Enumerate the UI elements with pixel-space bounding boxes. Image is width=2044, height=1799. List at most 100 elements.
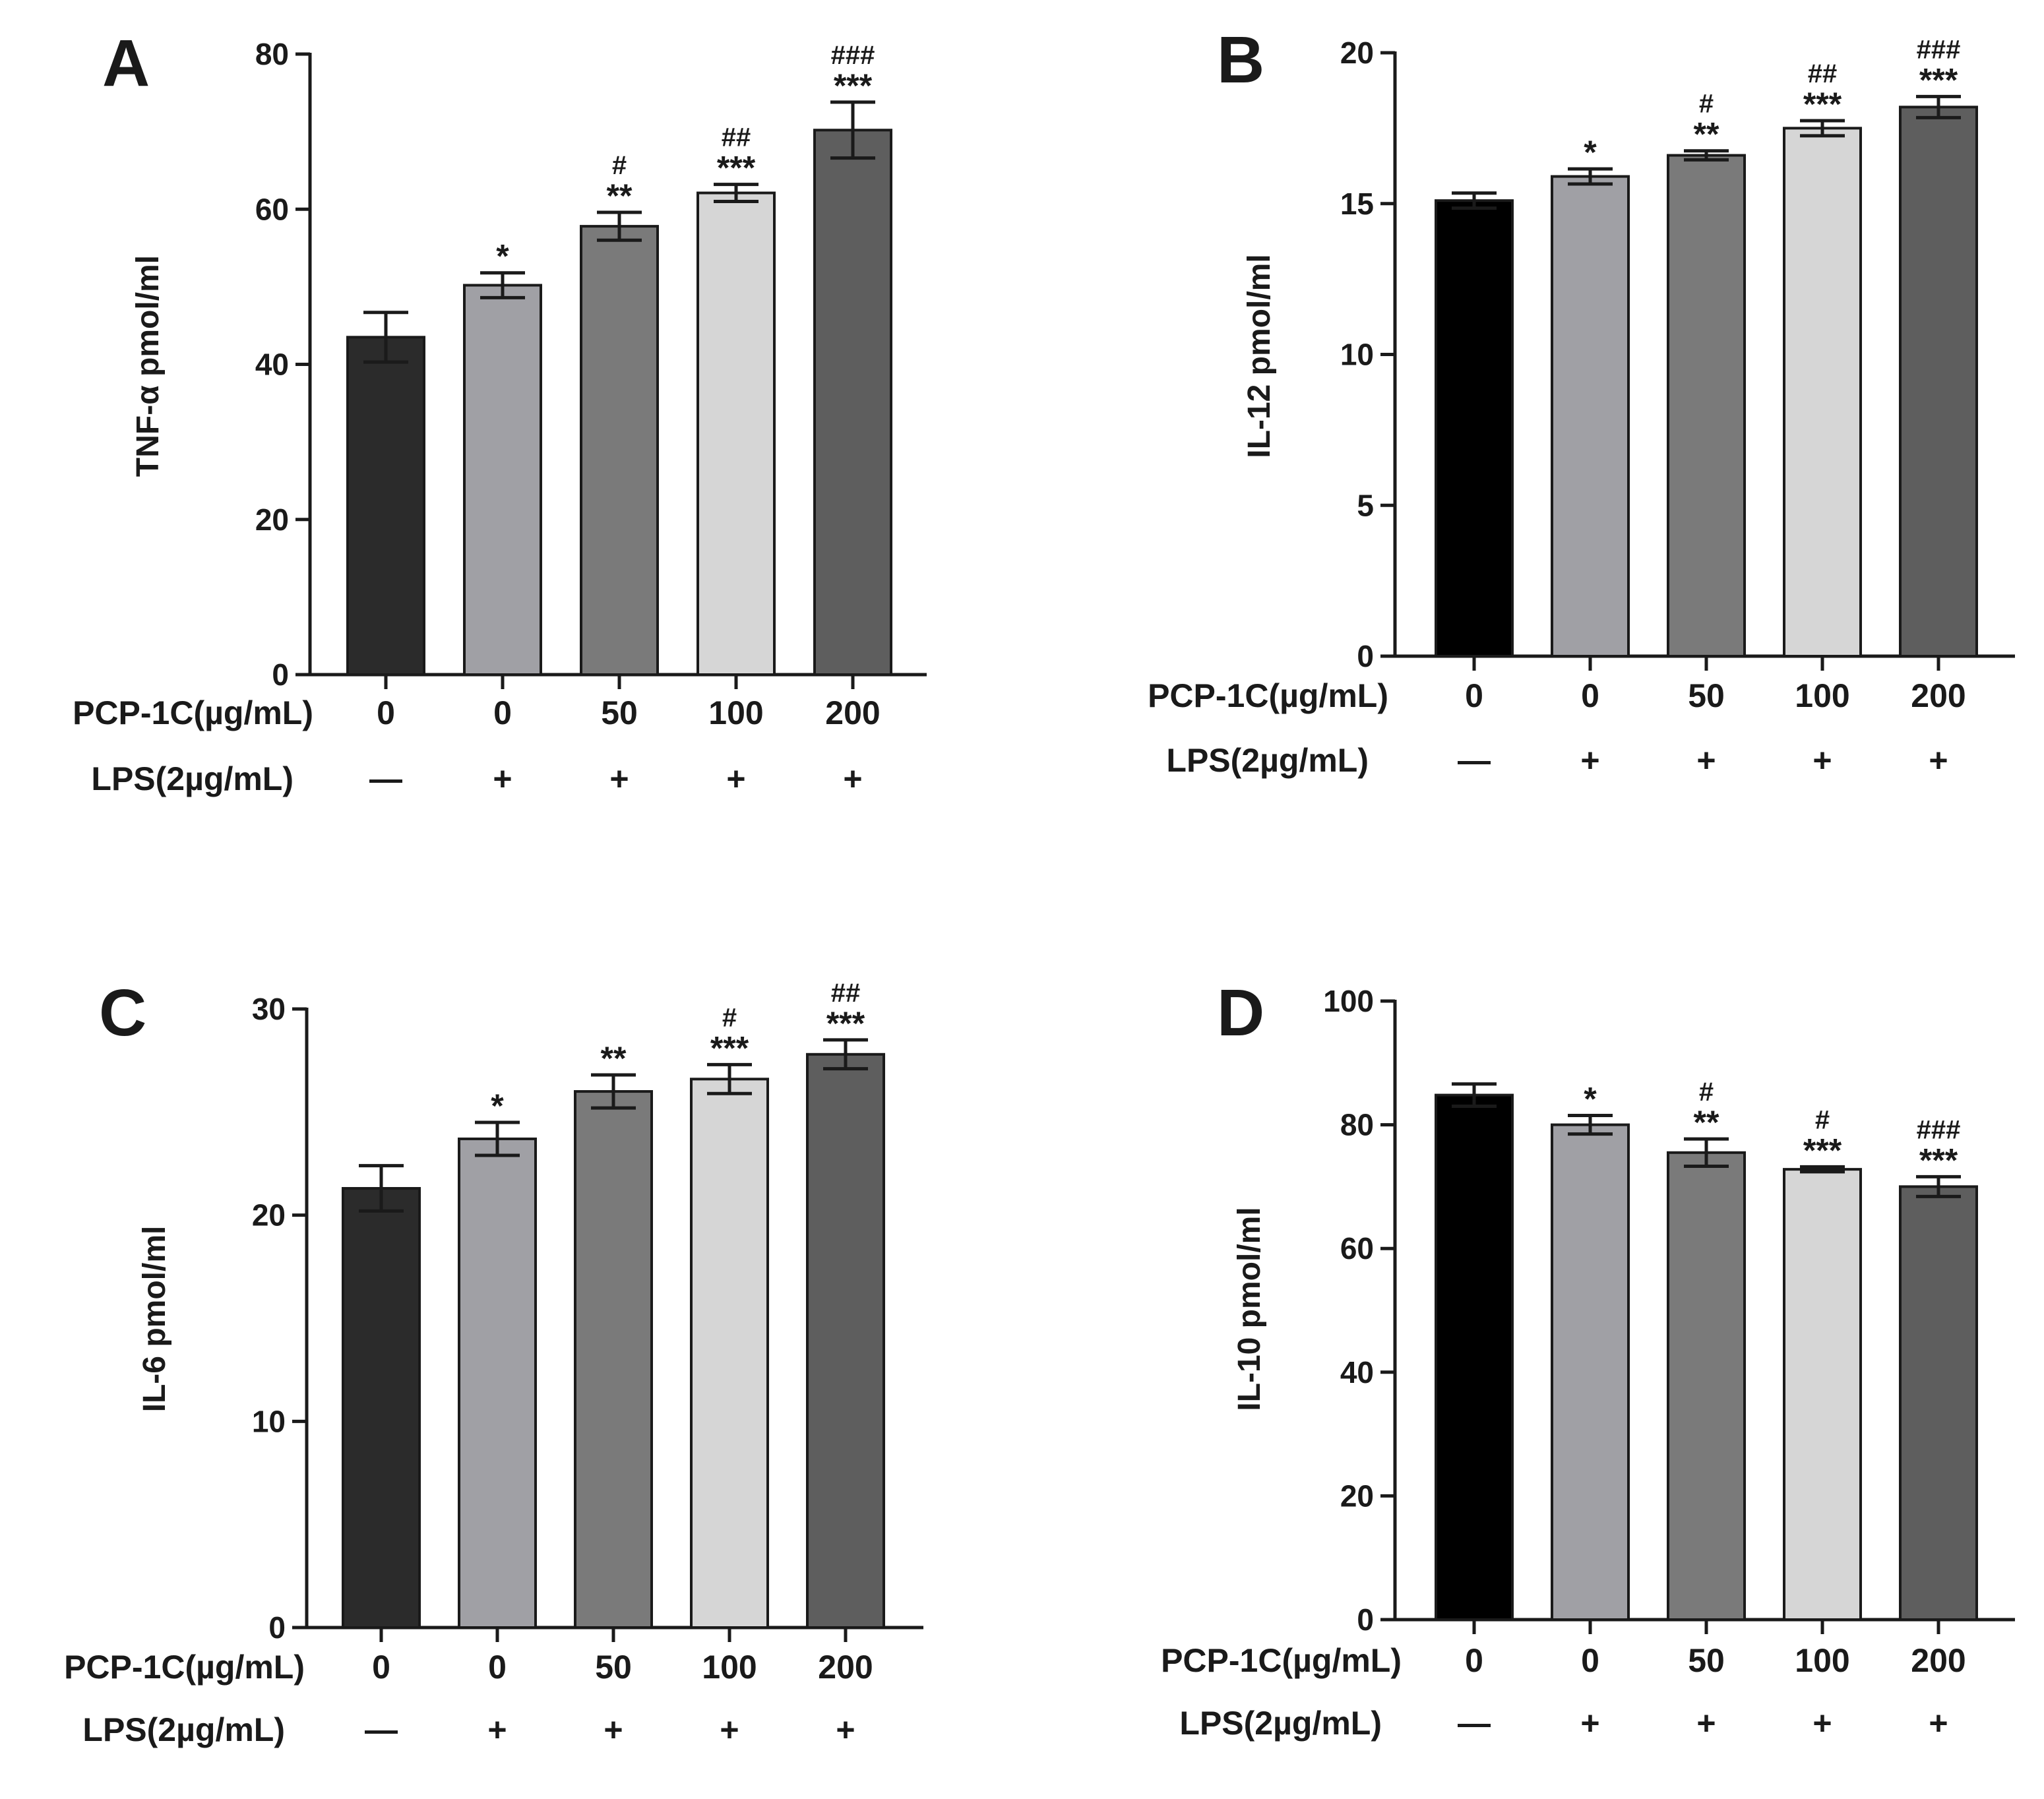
panel-a-sig-star: *** bbox=[834, 67, 873, 104]
panel-d-dose-label: 200 bbox=[1911, 1642, 1966, 1679]
panel-c-dose-label: 50 bbox=[595, 1649, 632, 1686]
panel-a-bar bbox=[346, 336, 425, 676]
panel-d-bar bbox=[1435, 1093, 1514, 1622]
panel-a-sig-star: ** bbox=[607, 177, 633, 214]
panel-a-y-tick-label: 20 bbox=[255, 503, 289, 537]
panel-c: CIL-6 pmol/ml01020300—*0+**50+***#100+**… bbox=[64, 976, 923, 1748]
panel-a-dose-label: 200 bbox=[825, 694, 880, 731]
panel-a-bar bbox=[813, 129, 892, 676]
panel-d-lps-row-label: LPS(2µg/mL) bbox=[1179, 1705, 1382, 1742]
panel-d-dose-label: 100 bbox=[1795, 1642, 1849, 1679]
panel-a-treatment-label: PCP-1C(µg/mL) bbox=[73, 694, 313, 731]
panel-c-y-tick-label: 10 bbox=[252, 1404, 286, 1438]
panel-c-lps-label: + bbox=[487, 1711, 507, 1748]
panel-c-dose-label: 100 bbox=[702, 1649, 757, 1686]
panel-c-lps-label: + bbox=[836, 1711, 855, 1748]
panel-a-y-axis-label: TNF-α pmol/ml bbox=[131, 255, 166, 477]
panel-b-lps-label: — bbox=[1458, 742, 1491, 779]
panel-d-sig-hash: # bbox=[1699, 1078, 1714, 1107]
panel-b-sig-star: *** bbox=[1919, 61, 1958, 98]
panel-c-treatment-label: PCP-1C(µg/mL) bbox=[64, 1649, 305, 1686]
panel-a-sig-hash: ## bbox=[722, 123, 751, 152]
panel-b-sig-hash: # bbox=[1699, 90, 1714, 119]
panel-d-y-tick-label: 60 bbox=[1340, 1231, 1374, 1265]
panel-c-letter: C bbox=[99, 976, 146, 1050]
panel-b-y-axis-label: IL-12 pmol/ml bbox=[1242, 254, 1277, 458]
panel-b-lps-label: + bbox=[1929, 742, 1948, 779]
panel-b-bar bbox=[1899, 106, 1978, 658]
panel-d-y-tick-label: 20 bbox=[1340, 1479, 1374, 1513]
panel-c-sig-hash: # bbox=[722, 1003, 737, 1032]
panel-b-bar bbox=[1783, 127, 1862, 657]
panel-d-y-tick-label: 40 bbox=[1340, 1355, 1374, 1389]
panel-c-sig-star: *** bbox=[826, 1005, 865, 1042]
panel-a-sig-hash: ### bbox=[831, 41, 875, 70]
panel-b-dose-label: 100 bbox=[1795, 677, 1849, 714]
panel-d-y-tick-label: 80 bbox=[1340, 1108, 1374, 1142]
panel-a-dose-label: 50 bbox=[601, 694, 638, 731]
panel-a-lps-label: + bbox=[609, 760, 629, 797]
panel-d-letter: D bbox=[1217, 976, 1264, 1050]
panel-b-y-tick-label: 20 bbox=[1340, 36, 1374, 70]
panel-c-sig-star: * bbox=[491, 1087, 504, 1124]
panel-c-y-tick-label: 0 bbox=[268, 1610, 286, 1645]
panel-b-bar bbox=[1551, 175, 1630, 657]
panel-c-dose-label: 0 bbox=[488, 1649, 507, 1686]
panel-a-dose-label: 0 bbox=[493, 694, 512, 731]
panel-a-lps-label: + bbox=[493, 760, 512, 797]
panel-b-dose-label: 200 bbox=[1911, 677, 1966, 714]
panel-b-sig-hash: ## bbox=[1808, 59, 1838, 88]
panel-a-sig-star: *** bbox=[717, 150, 756, 187]
panel-a-sig-hash: # bbox=[612, 151, 627, 180]
panel-c-lps-label: — bbox=[365, 1711, 398, 1748]
panel-c-y-axis-label: IL-6 pmol/ml bbox=[137, 1226, 172, 1413]
panel-d-sig-star: *** bbox=[1919, 1142, 1958, 1178]
panel-b: BIL-12 pmol/ml051015200—*0+**#50+***##10… bbox=[1148, 23, 2015, 779]
panel-c-bar bbox=[574, 1090, 653, 1629]
panel-b-sig-hash: ### bbox=[1917, 35, 1961, 64]
panel-d-dose-label: 50 bbox=[1688, 1642, 1725, 1679]
panel-a-bar bbox=[463, 284, 542, 676]
panel-c-y-tick-label: 20 bbox=[252, 1198, 286, 1233]
panel-b-bar bbox=[1667, 154, 1746, 658]
panel-b-y-tick-label: 5 bbox=[1357, 488, 1374, 522]
panel-a-letter: A bbox=[102, 26, 150, 100]
panel-a-lps-row-label: LPS(2µg/mL) bbox=[91, 760, 294, 797]
panel-c-y-tick-label: 30 bbox=[252, 992, 286, 1026]
panel-a-lps-label: + bbox=[726, 760, 745, 797]
panel-a-lps-label: + bbox=[843, 760, 862, 797]
panel-d-bar bbox=[1899, 1185, 1978, 1621]
panel-a-dose-label: 100 bbox=[708, 694, 763, 731]
panel-d-sig-star: * bbox=[1584, 1081, 1597, 1118]
panel-d-bar bbox=[1783, 1168, 1862, 1621]
panel-b-sig-star: * bbox=[1584, 134, 1597, 171]
panel-d-lps-label: + bbox=[1696, 1705, 1716, 1742]
panel-d-dose-label: 0 bbox=[1465, 1642, 1483, 1679]
panel-b-lps-label: + bbox=[1580, 742, 1599, 779]
panel-d-y-tick-label: 0 bbox=[1357, 1602, 1374, 1637]
panel-a-lps-label: — bbox=[369, 760, 402, 797]
panel-b-dose-label: 50 bbox=[1688, 677, 1725, 714]
panel-a-y-tick-label: 80 bbox=[255, 37, 289, 71]
panel-c-bar bbox=[806, 1052, 885, 1629]
panel-a-y-tick-label: 0 bbox=[272, 657, 289, 692]
panel-b-dose-label: 0 bbox=[1465, 677, 1483, 714]
panel-d-y-axis-label: IL-10 pmol/ml bbox=[1232, 1207, 1267, 1411]
panel-d-sig-star: *** bbox=[1803, 1132, 1842, 1169]
panel-d-lps-label: + bbox=[1812, 1705, 1832, 1742]
panel-d: DIL-10 pmol/ml0204060801000—*0+**#50+***… bbox=[1161, 976, 2015, 1742]
panel-b-sig-star: *** bbox=[1803, 86, 1842, 123]
panel-c-sig-hash: ## bbox=[831, 979, 861, 1008]
panel-b-y-tick-label: 10 bbox=[1340, 338, 1374, 372]
panel-d-lps-label: — bbox=[1458, 1705, 1491, 1742]
panel-b-y-tick-label: 0 bbox=[1357, 639, 1374, 673]
panel-d-treatment-label: PCP-1C(µg/mL) bbox=[1161, 1642, 1402, 1679]
panel-c-lps-label: + bbox=[720, 1711, 739, 1748]
panel-b-sig-star: ** bbox=[1694, 116, 1719, 153]
panel-a-dose-label: 0 bbox=[377, 694, 395, 731]
panel-b-y-tick-label: 15 bbox=[1340, 187, 1374, 221]
panel-d-sig-star: ** bbox=[1694, 1104, 1719, 1141]
panel-b-lps-label: + bbox=[1812, 742, 1832, 779]
